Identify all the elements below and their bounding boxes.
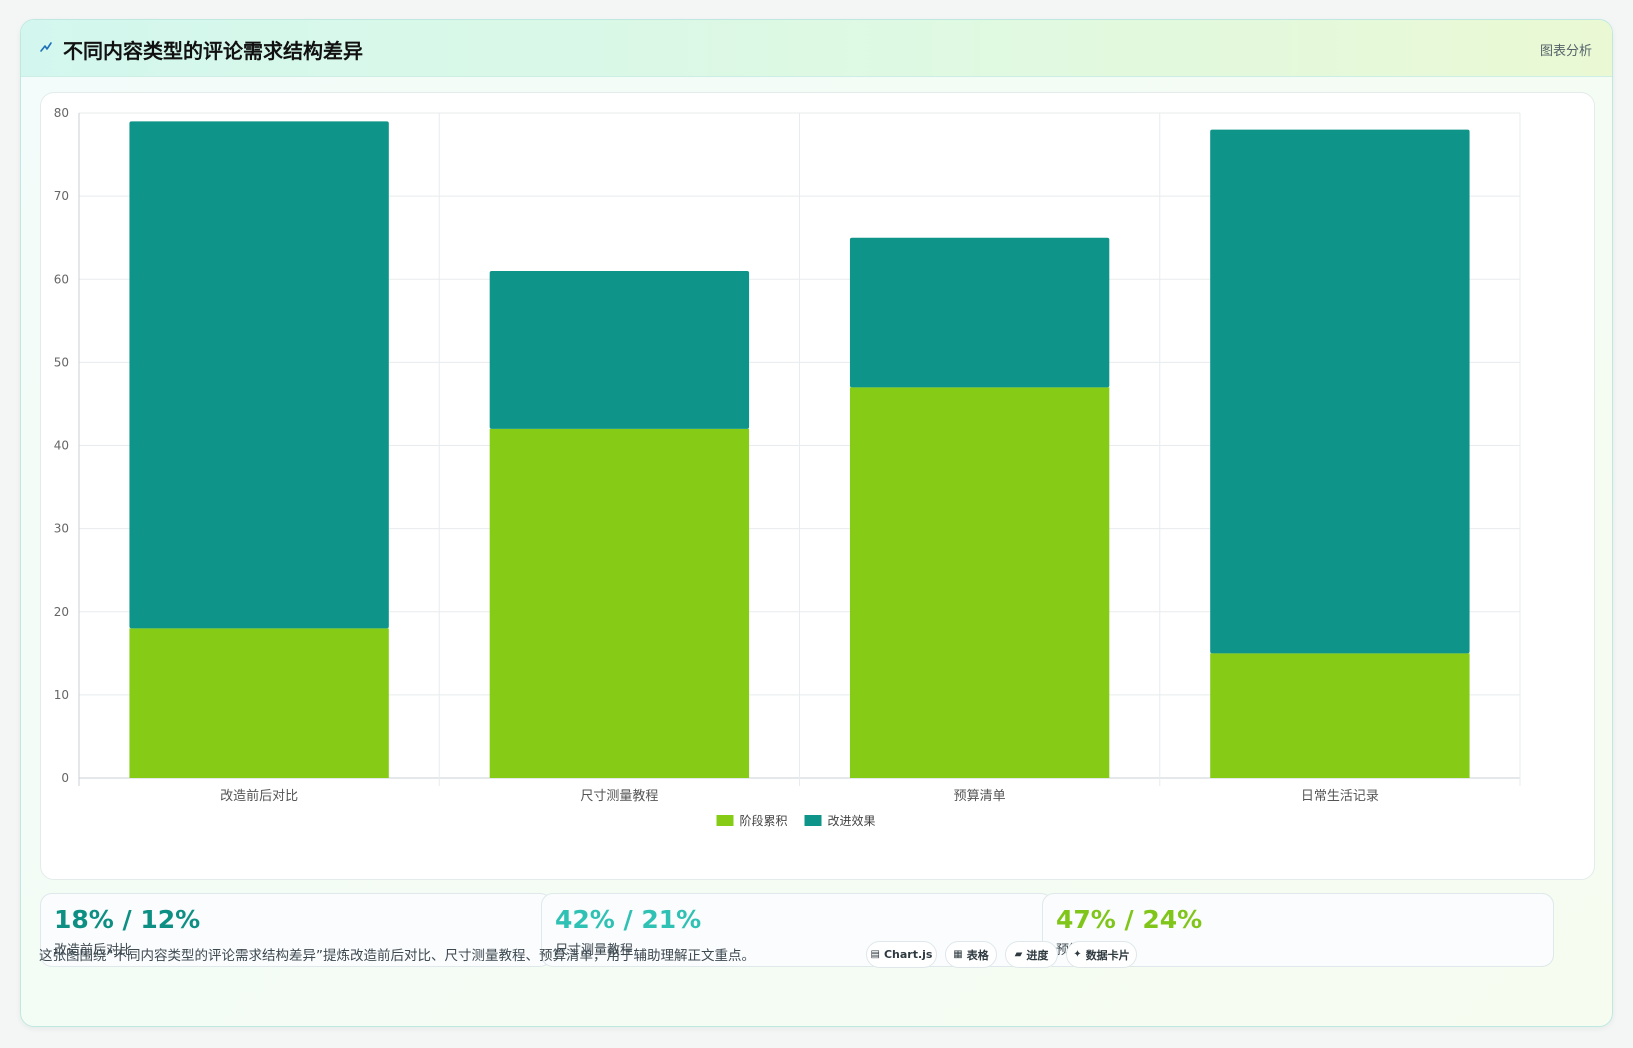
- y-tick-label: 50: [54, 355, 69, 369]
- bar-segment: [129, 628, 389, 778]
- chip-chartjs[interactable]: ▤ Chart.js: [866, 941, 937, 968]
- stacked-bar-chart: 0 10 20 30 40 50 60 70 80 改造前后对比 尺寸测量教程 预算清单 日常生活记录阶…: [54, 106, 1521, 828]
- y-tick-label: 30: [54, 522, 69, 536]
- x-tick-label: 改造前后对比: [220, 788, 298, 804]
- y-tick-label: 60: [54, 272, 69, 286]
- stat-label: 改造前后对比: [54, 943, 133, 958]
- chip-table[interactable]: ▦ 表格: [945, 941, 997, 968]
- y-tick-label: 0: [61, 771, 69, 785]
- y-tick-label: 40: [54, 439, 69, 453]
- chart-footnote: 这张图围绕“不同内容类型的评论需求结构差异”提炼改造前后对比、尺寸测量教程、预算…: [39, 948, 755, 964]
- table-icon: ▦: [953, 949, 963, 960]
- header-tag: 图表分析: [1539, 44, 1592, 59]
- sparkle-icon: ✦: [1073, 949, 1082, 960]
- x-tick-label: 预算清单: [954, 789, 1006, 804]
- legend-label: 改进效果: [828, 813, 876, 828]
- bar-segment: [489, 270, 750, 429]
- x-tick-label: 尺寸测量教程: [580, 788, 658, 804]
- chip-data-cards[interactable]: ✦ 数据卡片: [1066, 941, 1137, 968]
- stat-value: 42% / 21%: [555, 905, 702, 934]
- y-tick-label: 20: [54, 605, 69, 619]
- bar-segment: [1210, 129, 1470, 654]
- chip-progress[interactable]: ▰ 进度: [1005, 941, 1058, 968]
- chip-label: 数据卡片: [1085, 948, 1130, 962]
- stat-card: 42% / 21% 尺寸测量教程: [541, 893, 1053, 967]
- legend-label: 阶段累积: [740, 813, 788, 828]
- x-tick-label: 日常生活记录: [1301, 789, 1379, 804]
- bar-segment: [129, 121, 389, 629]
- bar-segment: [849, 387, 1110, 778]
- chart-panel: 0 10 20 30 40 50 60 70 80 改造前后对比 尺寸测量教程 预算清单 日常生活记录阶…: [40, 92, 1595, 880]
- chip-label: 进度: [1026, 948, 1049, 962]
- stat-card: 18% / 12% 改造前后对比: [40, 893, 552, 967]
- stat-value: 18% / 12%: [54, 905, 201, 934]
- card-header: 不同内容类型的评论需求结构差异 图表分析: [21, 20, 1612, 77]
- progress-icon: ▰: [1014, 949, 1023, 960]
- stat-value: 47% / 24%: [1056, 905, 1203, 934]
- y-tick-label: 80: [54, 106, 69, 120]
- bar-segment: [489, 428, 750, 778]
- bar-segment: [1210, 653, 1470, 778]
- stat-label: 尺寸测量教程: [555, 943, 634, 958]
- page-title: 不同内容类型的评论需求结构差异: [63, 39, 363, 63]
- chip-label: Chart.js: [883, 948, 933, 961]
- y-tick-label: 70: [54, 189, 69, 203]
- chip-label: 表格: [966, 948, 989, 962]
- legend-swatch: [716, 815, 734, 826]
- trend-icon: [40, 42, 52, 52]
- y-tick-label: 10: [54, 688, 69, 702]
- bar-segment: [849, 237, 1110, 388]
- chart-card: 不同内容类型的评论需求结构差异 图表分析 0 10 20 30 40 50 60 70 80 改造…: [20, 19, 1613, 1027]
- chart-icon: ▤: [870, 949, 880, 960]
- legend-swatch: [804, 815, 822, 826]
